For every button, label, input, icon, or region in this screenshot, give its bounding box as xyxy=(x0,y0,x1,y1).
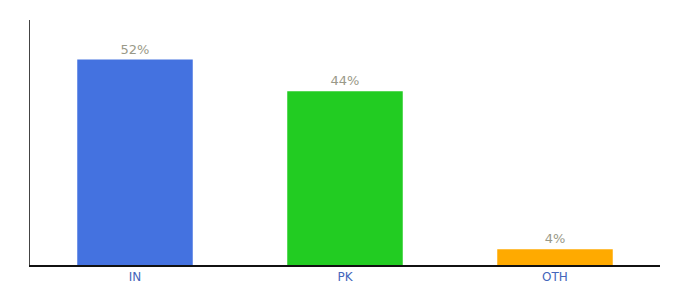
svg-text:IN: IN xyxy=(129,270,142,284)
svg-text:44%: 44% xyxy=(331,73,360,88)
svg-text:OTH: OTH xyxy=(542,270,568,284)
svg-text:52%: 52% xyxy=(121,42,150,57)
svg-text:4%: 4% xyxy=(545,231,566,246)
svg-text:PK: PK xyxy=(337,270,353,284)
